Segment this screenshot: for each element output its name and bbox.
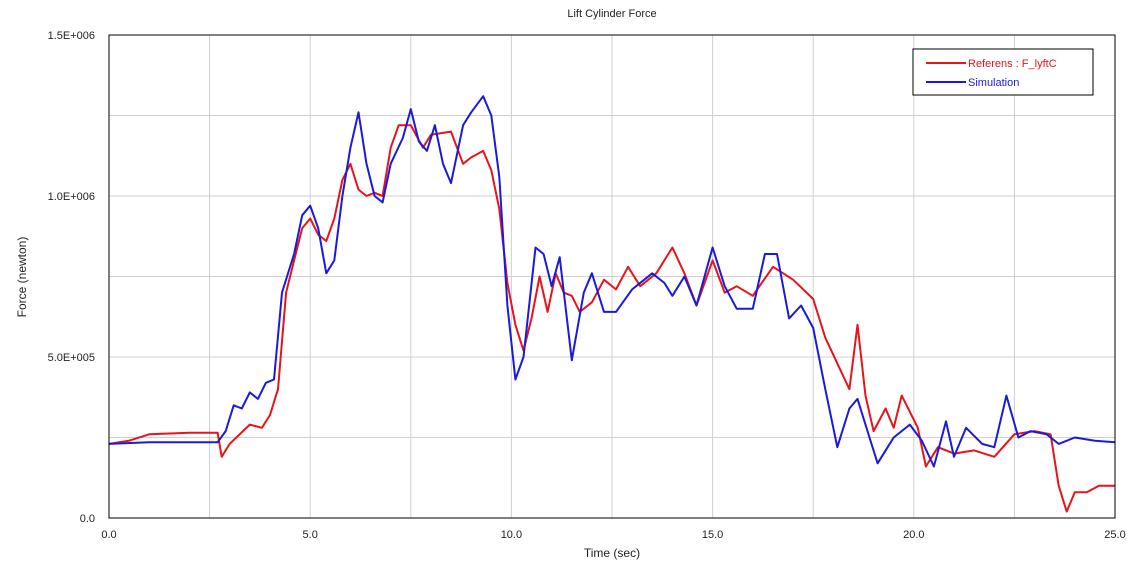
x-tick-label: 20.0 [903,529,924,541]
legend-box [912,48,1094,96]
series-layer [108,95,1116,513]
y-axis-ticks: 0.0 5.0E+005 1.0E+006 1.5E+006 [48,30,95,525]
y-axis-label: Force (newton) [15,237,29,318]
plot-frame [108,34,1116,519]
legend-label: Referens : F_lyftC [968,58,1057,70]
legend-label: Simulation [968,77,1019,89]
series-line-referens [108,124,1115,513]
x-axis-ticks: 0.0 5.0 10.0 15.0 20.0 25.0 [101,529,1125,541]
x-tick-label: 10.0 [501,529,522,541]
series-line-simulation [108,95,1116,468]
y-tick-label: 5.0E+005 [48,352,95,364]
x-tick-label: 5.0 [303,529,318,541]
chart-title: Lift Cylinder Force [567,8,656,20]
y-tick-label: 1.0E+006 [48,191,95,203]
y-tick-label: 0.0 [80,513,95,525]
x-tick-label: 0.0 [101,529,116,541]
legend: Referens : F_lyftC Simulation [912,48,1094,96]
x-tick-label: 15.0 [702,529,723,541]
x-tick-label: 25.0 [1104,529,1125,541]
y-tick-label: 1.5E+006 [48,30,95,42]
x-axis-label: Time (sec) [584,546,640,560]
